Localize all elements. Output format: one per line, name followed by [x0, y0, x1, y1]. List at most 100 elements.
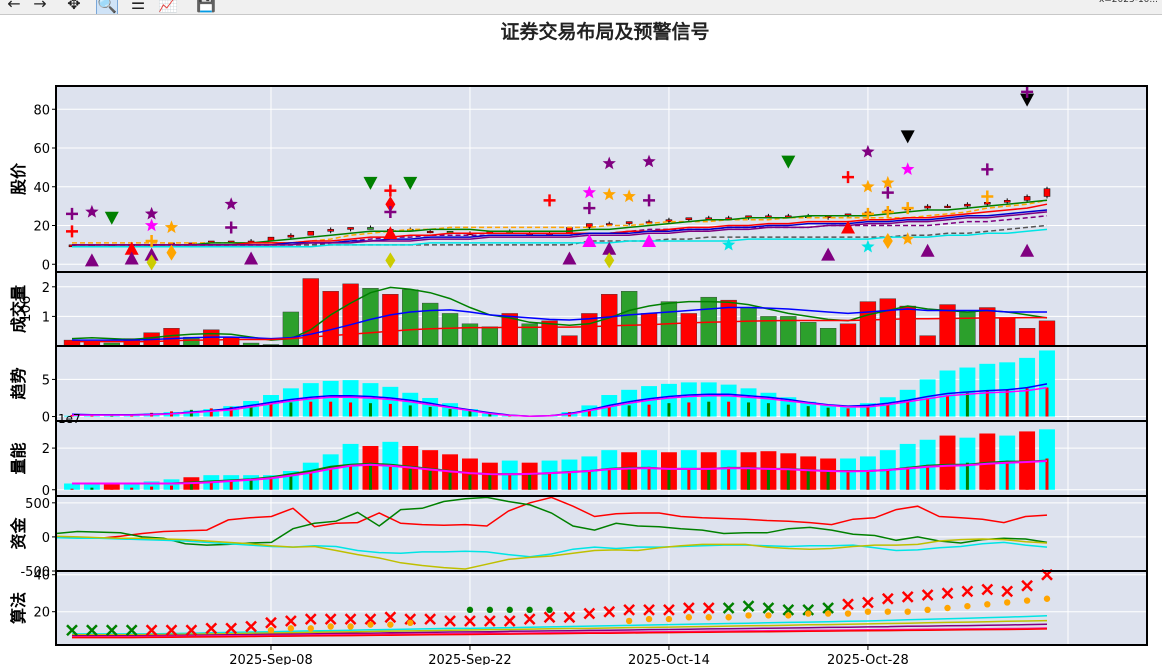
signal-triangle-up-marker [244, 251, 259, 265]
energy-thin-bar [647, 466, 651, 490]
trend-bar [342, 380, 359, 417]
signal-plus-marker [881, 205, 894, 218]
trend-thin-bar [687, 402, 691, 417]
y-tick-label: 80 [33, 103, 50, 118]
algo-x-marker [623, 603, 636, 616]
algo-dot-marker [884, 608, 892, 615]
signal-star-marker [602, 156, 616, 170]
trend-thin-bar [1045, 387, 1049, 417]
energy-bar [163, 479, 180, 490]
algo-dot-marker [347, 623, 354, 630]
candle-body [307, 231, 315, 236]
algo-dot-marker [1043, 595, 1051, 602]
algo-x-marker [86, 624, 98, 637]
signal-diamond-marker [166, 244, 177, 261]
algo-x-marker [483, 615, 496, 627]
energy-thin-bar [70, 488, 74, 490]
algo-x-marker [583, 607, 596, 620]
signal-plus-marker [643, 194, 656, 207]
energy-thin-bar [946, 462, 950, 490]
energy-thin-bar [587, 471, 591, 490]
algo-x-marker [464, 615, 476, 627]
energy-thin-bar [189, 483, 193, 490]
signal-star-marker [881, 175, 895, 189]
x-tick-label: 2025-Sep-22 [428, 653, 512, 665]
algo-x-marker [543, 611, 556, 624]
energy-bar [143, 481, 160, 490]
y-tick-label: 0 [42, 258, 50, 273]
trend-thin-bar [747, 402, 751, 417]
energy-thin-bar [349, 464, 353, 490]
x-tick-label: 2025-Sep-08 [229, 653, 313, 665]
energy-thin-bar [826, 471, 830, 490]
candle-body [367, 227, 374, 230]
edit-axis-icon[interactable]: 📈 [158, 0, 178, 13]
y-axis-label: 量能 [9, 442, 28, 474]
volume-bar [919, 335, 936, 347]
signal-diamond-marker [604, 252, 615, 269]
volume-bar [342, 283, 359, 347]
energy-thin-bar [528, 473, 532, 490]
configure-subplots-icon[interactable]: ☰ [130, 0, 146, 13]
moving-average-line [72, 228, 1048, 248]
algo-dot-marker [486, 606, 494, 614]
energy-thin-bar [806, 468, 810, 490]
fund-flow-line [55, 536, 1048, 558]
algo-dot-marker [904, 608, 911, 615]
algo-dot-marker [745, 612, 752, 619]
energy-thin-bar [428, 471, 432, 490]
volume-bar [422, 302, 439, 347]
algo-x-marker [145, 624, 158, 637]
algo-dot-marker [327, 623, 334, 630]
candle-body [685, 217, 693, 220]
algo-x-marker [125, 624, 138, 637]
algo-x-marker [881, 592, 894, 605]
algo-dot-marker [805, 610, 812, 617]
signal-triangle-up-marker [602, 241, 617, 255]
back-arrow-icon[interactable]: ← [7, 0, 21, 13]
candle-body [964, 203, 971, 207]
signal-star-marker [861, 144, 875, 158]
algo-x-marker [603, 605, 616, 618]
volume-bar [163, 328, 180, 347]
energy-thin-bar [468, 475, 472, 490]
signal-star-marker [144, 206, 159, 220]
trend-thin-bar [806, 406, 810, 417]
volume-bar [1038, 320, 1056, 347]
candle-body [984, 202, 991, 205]
volume-bar [402, 289, 419, 347]
signal-triangle-down-marker [403, 176, 418, 190]
candle-body [1003, 200, 1011, 203]
trend-line [72, 386, 1048, 417]
volume-bar [859, 301, 877, 347]
signal-triangle-up-marker [920, 243, 935, 257]
volume-bar [1018, 328, 1036, 347]
zoom-icon[interactable]: 🔍 [96, 0, 118, 14]
energy-thin-bar [965, 462, 969, 490]
volume-bar [899, 305, 916, 347]
x-tick-label: 2025-Oct-14 [628, 653, 710, 665]
energy-thin-bar [169, 485, 173, 490]
algo-line [72, 623, 1048, 637]
candle-body [924, 205, 931, 209]
trend-thin-bar [229, 406, 233, 417]
volume-average-line [72, 316, 1047, 343]
save-icon[interactable]: 💾 [196, 0, 216, 13]
pan-icon[interactable]: ✥ [67, 0, 81, 13]
algo-x-marker [245, 620, 257, 633]
algo-x-marker [165, 624, 178, 637]
algo-x-marker [105, 624, 118, 637]
trend-bar [1039, 350, 1055, 417]
volume-average-line [72, 306, 1047, 341]
volume-bar [620, 291, 638, 347]
trend-thin-bar [786, 404, 790, 417]
algo-x-marker [523, 613, 536, 625]
forward-arrow-icon[interactable]: → [33, 0, 47, 13]
algo-x-marker [284, 615, 297, 627]
volume-bar [999, 317, 1016, 347]
trend-thin-bar [965, 392, 969, 417]
energy-bar [899, 443, 916, 490]
y-tick-label: 20 [33, 220, 50, 235]
